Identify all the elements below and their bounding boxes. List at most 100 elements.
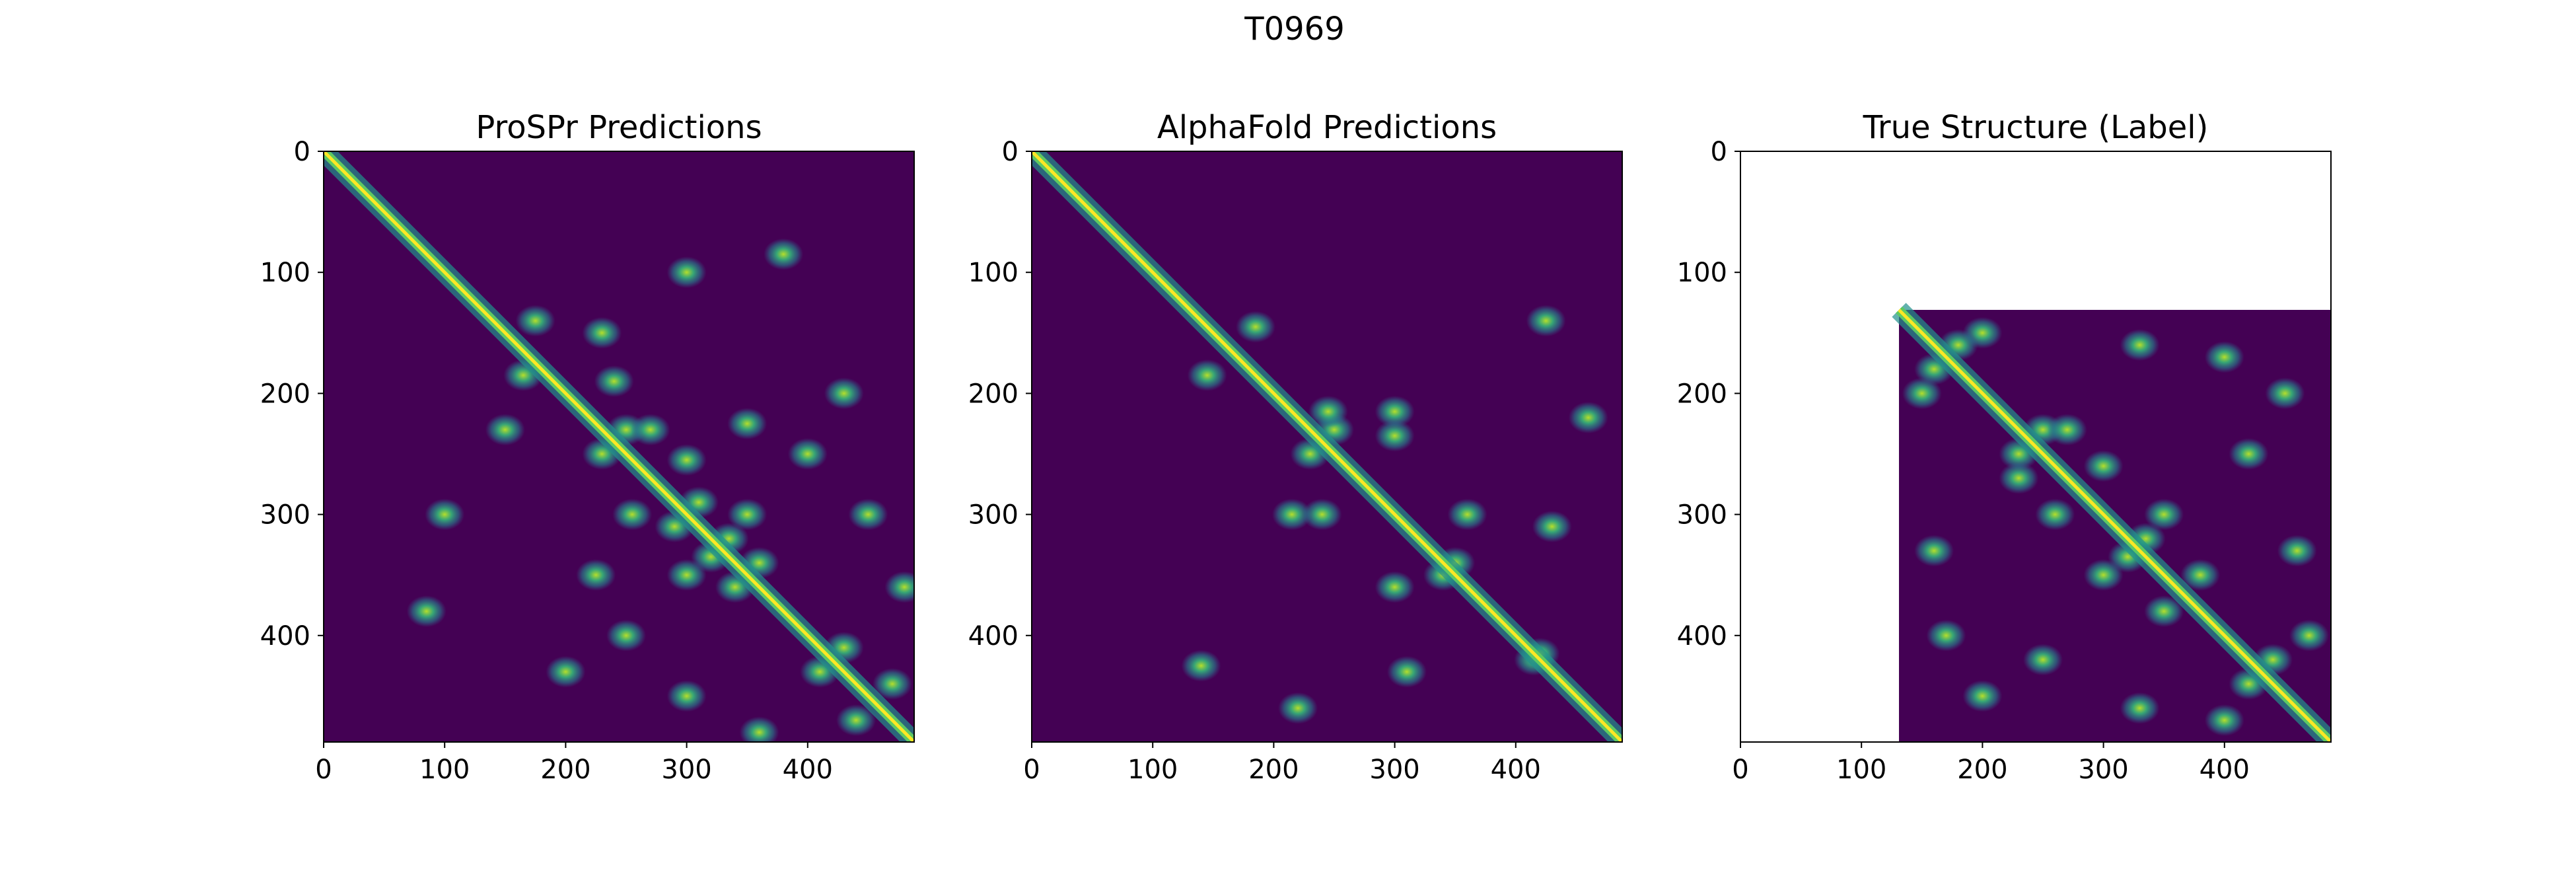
- contact-blob: [2144, 595, 2184, 628]
- x-tick-label: 0: [315, 755, 332, 785]
- panel-title: ProSPr Predictions: [476, 109, 762, 146]
- contact-blob: [1271, 498, 1312, 531]
- axes-frame: [323, 151, 915, 743]
- y-tick-label: 100: [1677, 258, 1727, 288]
- panel-2: AlphaFold Predictions 0 0 100 100 200 200 300 30…: [968, 109, 1623, 785]
- contact-blob: [1375, 571, 1415, 603]
- contact-blob: [2277, 535, 2317, 567]
- contact-blob: [1375, 420, 1415, 452]
- y-tick-label: 0: [1711, 137, 1727, 167]
- contact-blob: [1914, 535, 1954, 567]
- contact-blob: [425, 498, 465, 531]
- y-tick-label: 100: [260, 258, 310, 288]
- contact-blob: [1962, 680, 2003, 712]
- contact-blob: [1181, 650, 1221, 682]
- contact-blob: [576, 559, 616, 591]
- x-tick-label: 300: [1369, 755, 1419, 785]
- contact-blob: [2120, 329, 2160, 361]
- x-tick-label: 100: [1836, 755, 1886, 785]
- x-tick-label: 400: [2200, 755, 2250, 785]
- contact-blob: [2180, 559, 2221, 591]
- axes-frame: [1031, 151, 1623, 743]
- contact-blob: [515, 305, 555, 337]
- contact-blob: [848, 498, 888, 531]
- contact-blob: [739, 716, 779, 742]
- contact-blob: [1447, 498, 1487, 531]
- contact-blob: [612, 498, 653, 531]
- panel-title: True Structure (Label): [1863, 109, 2209, 146]
- x-tick-label: 300: [661, 755, 711, 785]
- contact-blob: [1386, 655, 1427, 688]
- contact-blob: [2022, 644, 2063, 676]
- contact-blob: [884, 571, 914, 603]
- x-tick-label: 100: [419, 755, 470, 785]
- axes-frame: [1740, 151, 2332, 743]
- contact-blob: [873, 668, 913, 700]
- contact-blob: [606, 619, 646, 651]
- contact-blob: [1532, 510, 1572, 542]
- contact-blob: [2047, 414, 2087, 446]
- contact-blob: [2265, 377, 2305, 410]
- x-tick-label: 200: [1957, 755, 2007, 785]
- contact-blob: [824, 377, 864, 410]
- diagonal-core: [1032, 151, 1622, 742]
- contact-blob: [1902, 377, 1942, 410]
- contact-blob: [666, 256, 707, 289]
- contact-blob: [2035, 498, 2075, 531]
- panel-3: True Structure (Label) 0 0 100 100 200 200 300 3…: [1677, 109, 2332, 785]
- panel-title: AlphaFold Predictions: [1157, 109, 1497, 146]
- y-tick-label: 0: [294, 137, 310, 167]
- contact-blob: [1568, 402, 1608, 434]
- contact-blob: [2083, 450, 2124, 482]
- contact-blob: [406, 595, 447, 628]
- x-tick-label: 300: [2078, 755, 2128, 785]
- y-tick-label: 300: [260, 500, 310, 531]
- x-tick-label: 100: [1127, 755, 1178, 785]
- y-tick-label: 0: [1002, 137, 1019, 167]
- contact-blob: [2229, 437, 2269, 470]
- x-tick-label: 200: [540, 755, 590, 785]
- contact-blob: [836, 704, 877, 737]
- contact-blob: [2204, 341, 2244, 373]
- y-tick-label: 200: [968, 379, 1019, 409]
- y-tick-label: 100: [968, 258, 1019, 288]
- contact-blob: [1999, 462, 2039, 494]
- contact-blob: [2120, 692, 2160, 724]
- y-tick-label: 200: [260, 379, 310, 409]
- x-tick-label: 400: [783, 755, 833, 785]
- diagonal-core: [1898, 309, 2331, 742]
- x-tick-label: 200: [1248, 755, 1299, 785]
- contact-blob: [485, 414, 525, 446]
- contact-blob: [1526, 305, 1566, 337]
- contact-blob: [1926, 619, 1966, 651]
- contact-blob: [630, 414, 670, 446]
- contact-blob: [666, 444, 707, 476]
- y-tick-label: 300: [1677, 500, 1727, 531]
- contact-blob: [1375, 395, 1415, 427]
- y-tick-label: 400: [968, 621, 1019, 651]
- contact-blob: [1278, 692, 1318, 724]
- contact-blob: [2144, 498, 2184, 531]
- contact-blob: [1235, 311, 1275, 343]
- contact-blob: [2289, 619, 2330, 651]
- contact-blob: [1302, 498, 1342, 531]
- figure-title: T0969: [1244, 11, 1344, 48]
- panel-1: ProSPr Predictions 0 0 100 100 200 200 300 300 40…: [260, 109, 915, 785]
- contact-blob: [546, 655, 586, 688]
- panels: ProSPr Predictions 0 0 100 100 200 200 300 300 40…: [260, 109, 2332, 785]
- x-tick-label: 0: [1732, 755, 1748, 785]
- heatmap: [1032, 151, 1622, 742]
- contact-blob: [594, 365, 634, 398]
- y-tick-label: 200: [1677, 379, 1727, 409]
- contact-blob: [582, 316, 622, 349]
- contact-blob: [2083, 559, 2124, 591]
- contact-blob: [787, 437, 828, 470]
- x-tick-label: 400: [1491, 755, 1541, 785]
- contact-blob: [2204, 704, 2244, 737]
- heatmap: [1892, 303, 2331, 742]
- contact-blob: [727, 408, 768, 440]
- diagonal-core: [324, 151, 914, 742]
- y-tick-label: 400: [1677, 621, 1727, 651]
- heatmap: [324, 151, 914, 742]
